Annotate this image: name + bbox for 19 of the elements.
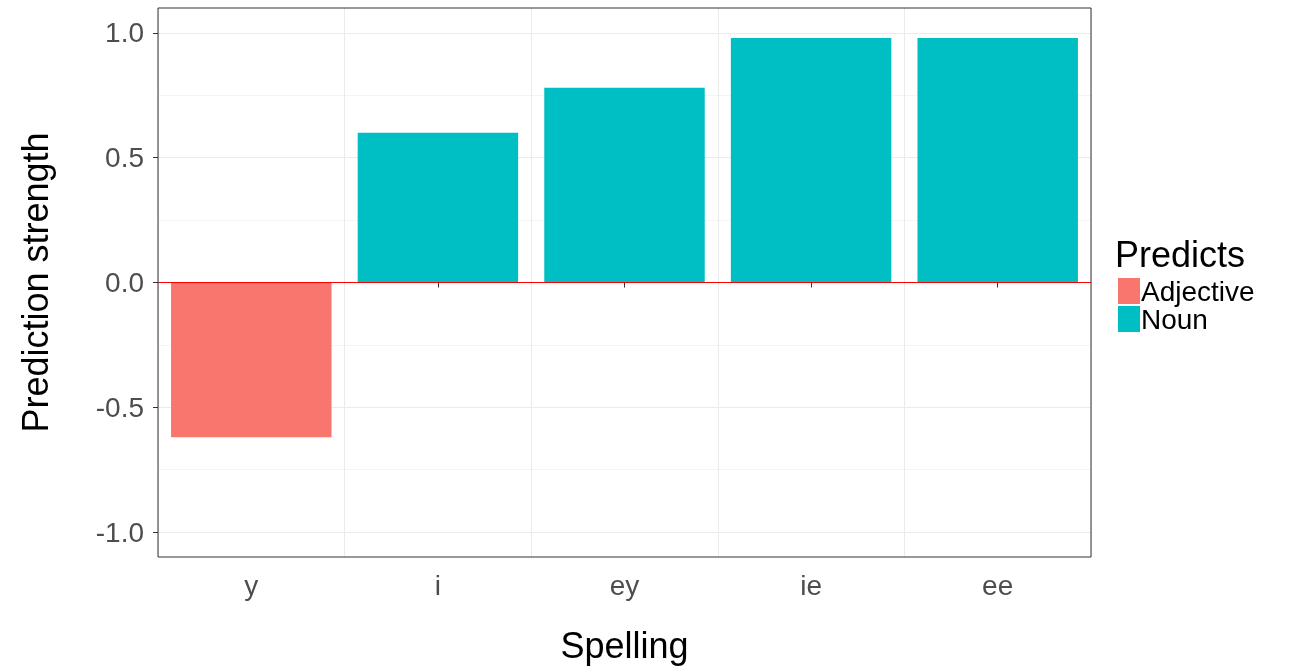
y-axis-title: Prediction strength [14,132,56,433]
bar [544,87,705,283]
x-tick-label: y [244,569,259,601]
legend-label: Adjective [1141,275,1255,307]
y-tick-label: -0.5 [95,391,144,423]
y-tick-label: 0.5 [105,142,144,174]
x-tick-label: ee [982,569,1014,601]
x-tick-label: i [434,569,442,601]
x-tick-label: ie [800,569,822,601]
bar [171,282,332,438]
bar [730,37,892,283]
y-tick-label: -1.0 [95,516,144,548]
x-tick-label: ey [609,569,640,601]
y-tick-label: 1.0 [105,17,144,49]
y-tick-label: 0.0 [105,267,144,298]
legend-title: Predicts [1115,233,1246,275]
x-axis-title: Spelling [560,624,689,666]
bar [917,37,1078,283]
bar [357,132,519,283]
